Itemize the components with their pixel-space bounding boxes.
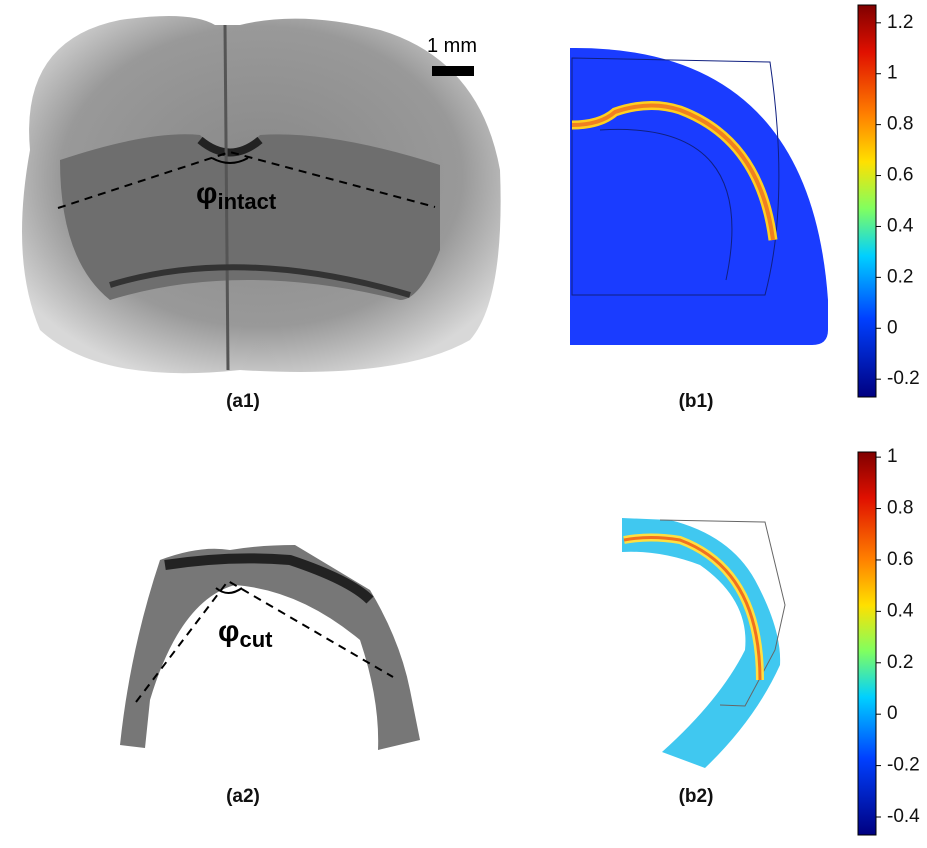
angle-subscript: intact — [217, 189, 276, 214]
colorbar-tick-label: 0.6 — [887, 549, 913, 570]
panel-label: (a1) — [226, 391, 260, 412]
colorbar — [858, 452, 876, 835]
colorbar-tick-label: 0.8 — [887, 498, 913, 519]
angle-symbol: φ — [196, 177, 217, 210]
colorbar-tick-label: 0.4 — [887, 600, 914, 621]
colorbar-tick-label: 0 — [887, 317, 898, 338]
angle-symbol: φ — [218, 615, 239, 648]
colorbar-tick-label: 1 — [887, 446, 898, 467]
panel-label: (b2) — [679, 786, 714, 807]
colorbar-tick-label: 0.4 — [887, 215, 914, 236]
fem-cut — [622, 518, 785, 768]
colorbar-tick-label: -0.2 — [887, 755, 920, 776]
colorbar-tick-label: 0.8 — [887, 114, 913, 135]
angle-subscript: cut — [239, 627, 273, 652]
colorbar-tick-label: 0.2 — [887, 652, 913, 673]
colorbar-tick-label: -0.4 — [887, 806, 920, 827]
figure: 1 mm φintact φcut (a1)(b1)(a2)(b2)1.210.… — [0, 0, 927, 843]
panel-label: (a2) — [226, 786, 260, 807]
fem-intact — [570, 48, 828, 345]
colorbar — [858, 5, 876, 397]
scale-bar-label: 1 mm — [427, 35, 477, 57]
colorbar-tick-label: 0.2 — [887, 266, 913, 287]
colorbar-tick-label: 1 — [887, 63, 898, 84]
colorbar-tick-label: 0.6 — [887, 165, 913, 186]
panel-label: (b1) — [679, 391, 714, 412]
colorbar-tick-label: -0.2 — [887, 368, 920, 389]
colorbar-tick-label: 1.2 — [887, 12, 913, 33]
colorbar-tick-label: 0 — [887, 703, 898, 724]
angle-label: φcut — [218, 615, 273, 652]
